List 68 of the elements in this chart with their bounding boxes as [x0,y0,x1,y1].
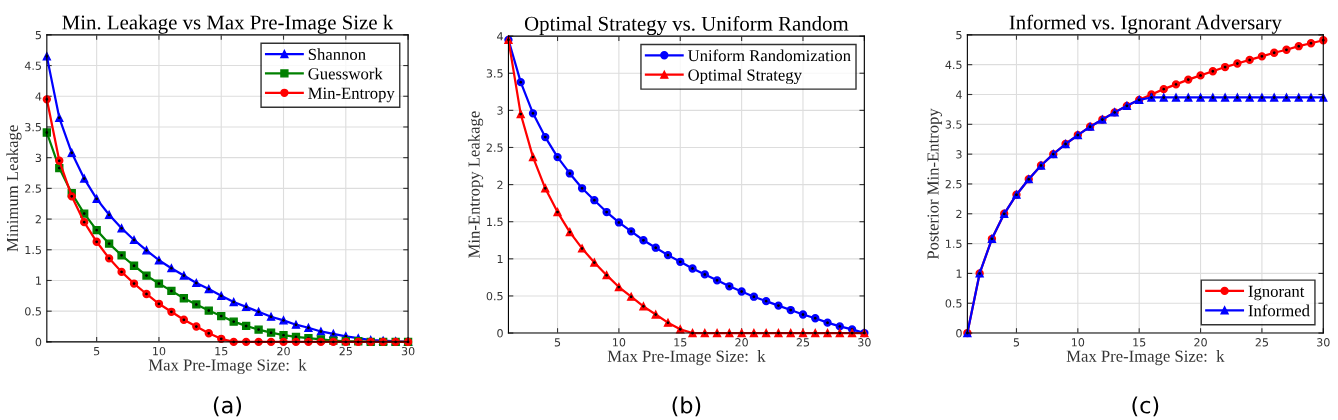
y-tick-label: 4.5 [24,61,41,70]
y-tick-label: 1 [497,254,503,264]
chart-title: Informed vs. Ignorant Adversary [1009,14,1282,34]
y-tick-label: 2.5 [25,184,41,193]
y-tick-label: 1 [36,276,41,285]
y-tick-label: 5 [956,30,962,40]
y-tick-label: 0 [35,337,42,347]
y-tick-label: 0.5 [486,291,503,301]
chart-title: Min. Leakage vs Max Pre-Image Size k [62,14,394,34]
y-tick-label: 1 [956,269,962,278]
x-tick-label: 15 [674,338,687,347]
x-tick-label: 25 [796,338,810,347]
y-tick-label: 0.5 [25,307,41,316]
y-tick-label: 3 [956,150,962,159]
chart-title: Optimal Strategy vs. Uniform Random [524,15,849,36]
y-tick-label: 2.5 [486,143,503,152]
x-tick-label: 30 [1317,338,1330,347]
legend-label: Min-Entropy [308,87,395,103]
y-tick-label: 4 [955,90,962,99]
y-axis-title: Min-Entropy Leakage [467,111,484,258]
y-tick-label: 0 [497,329,503,338]
y-tick-label: 5 [35,30,41,40]
y-tick-label: 2 [956,209,962,218]
legend-label: Ignorant [1248,285,1305,301]
y-tick-label: 2 [497,180,503,189]
y-tick-label: 2 [35,215,41,224]
y-tick-label: 3.5 [486,69,503,78]
x-tick-label: 30 [401,346,415,356]
y-tick-label: 4 [35,92,42,101]
legend-label: Shannon [308,48,366,61]
x-tick-label: 5 [554,338,561,347]
y-tick-label: 2.5 [945,179,962,189]
legend-label: Informed [1248,304,1310,317]
y-tick-label: 1.5 [487,217,503,227]
legend-label: Guesswork [308,67,383,80]
x-tick-label: 20 [735,338,748,347]
x-tick-label: 10 [1071,338,1085,347]
y-tick-label: 4 [497,32,503,41]
y-tick-label: 0.5 [945,299,962,308]
x-tick-label: 25 [339,346,352,356]
x-tick-label: 10 [613,338,626,347]
y-tick-label: 3.5 [25,122,41,132]
x-axis-title: Max Pre-Image Size: k [1066,350,1225,366]
x-axis-title: Max Pre-Image Size: k [148,358,307,375]
legend-label: Uniform Randomization [687,49,851,62]
x-tick-label: 10 [153,346,166,356]
y-tick-label: 1.5 [25,245,41,255]
x-tick-label: 15 [1133,338,1146,347]
x-tick-label: 5 [1013,338,1020,347]
x-tick-label: 25 [1255,338,1269,347]
legend-label: Optimal Strategy [688,68,802,85]
y-tick-label: 0 [956,329,962,338]
text: (a) [213,396,242,417]
y-tick-label: 3.5 [945,120,962,129]
y-axis-title: Posterior Min-Entropy [927,108,943,260]
y-tick-label: 1.5 [946,239,962,248]
y-tick-label: 4.5 [945,60,962,70]
y-axis-title: Minimum Leakage [6,125,22,252]
y-tick-label: 3 [35,153,42,163]
x-tick-label: 5 [93,347,100,356]
y-tick-label: 3 [497,106,503,115]
text: (b) [672,396,701,417]
text: (c) [1132,396,1159,417]
x-tick-label: 20 [1194,338,1207,347]
x-axis-title: Max Pre-Image Size: k [607,350,766,366]
x-tick-label: 20 [277,346,290,356]
x-tick-label: 15 [215,347,228,356]
x-tick-label: 30 [858,338,871,347]
